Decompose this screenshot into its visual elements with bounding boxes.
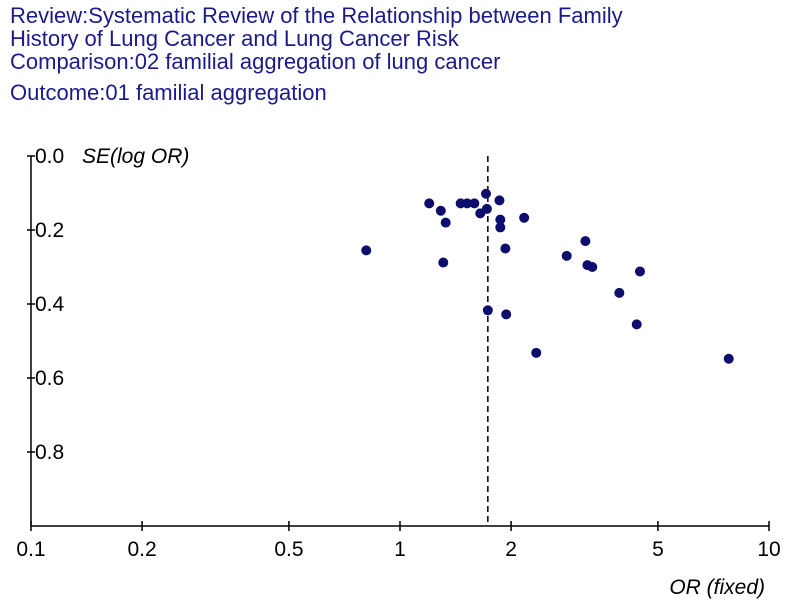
study-point (481, 203, 492, 214)
x-tick-label: 0.5 (274, 538, 303, 561)
study-point (495, 222, 506, 233)
study-point (440, 217, 451, 228)
study-point (531, 347, 542, 358)
study-point (480, 188, 491, 199)
x-tick-label: 0.1 (16, 538, 45, 561)
study-point (495, 214, 506, 225)
x-tick-label: 2 (505, 538, 517, 561)
study-point (494, 195, 505, 206)
y-axis-label: SE(log OR) (82, 145, 189, 168)
x-tick-label: 10 (757, 538, 780, 561)
study-point (723, 353, 734, 364)
study-point (482, 305, 493, 316)
y-tick-label: 0.8 (35, 441, 64, 464)
study-point (424, 198, 435, 209)
study-point (438, 257, 449, 268)
study-point (587, 262, 598, 272)
study-point (580, 236, 591, 247)
study-point (501, 309, 512, 320)
review-title-line-1: Review:Systematic Review of the Relation… (10, 3, 623, 28)
axes: 0.0 0.2 0.4 0.6 0.8 SE(log OR) 0.1 0.2 0.5 1 2 5 10 O… (16, 145, 780, 599)
study-point (435, 205, 446, 216)
data-points (361, 188, 734, 364)
study-point (519, 212, 530, 223)
x-tick-label: 1 (394, 538, 406, 561)
chart-header: Review:Systematic Review of the Relation… (10, 4, 623, 104)
study-point (561, 250, 572, 261)
y-tick-label: 0.6 (35, 367, 64, 390)
y-tick-label: 0.4 (35, 293, 65, 316)
comparison-label: Comparison:02 familial aggregation of lu… (10, 49, 501, 74)
x-tick-label: 0.2 (127, 538, 156, 561)
y-tick-label: 0.2 (35, 219, 64, 242)
y-tick-label: 0.0 (35, 145, 64, 168)
study-point (469, 198, 480, 209)
study-point (614, 287, 625, 298)
study-point (361, 245, 372, 256)
review-title-line-2: History of Lung Cancer and Lung Cancer R… (10, 26, 459, 51)
study-point (631, 319, 642, 330)
x-tick-label: 5 (652, 538, 664, 561)
study-point (500, 243, 511, 254)
x-axis-label: OR (fixed) (669, 576, 765, 599)
study-point (634, 266, 645, 277)
study-point (462, 198, 473, 209)
outcome-label: Outcome:01 familial aggregation (10, 80, 327, 105)
